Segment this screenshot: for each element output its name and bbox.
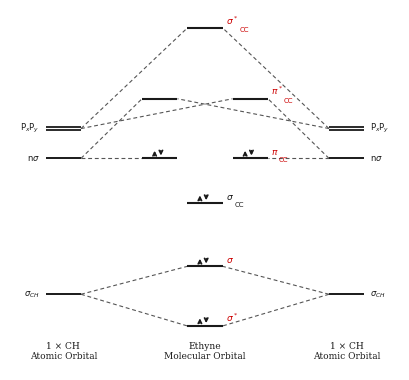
- Text: $\pi$: $\pi$: [270, 148, 278, 157]
- Text: CC: CC: [283, 98, 292, 104]
- Text: Ethyne
Molecular Orbital: Ethyne Molecular Orbital: [164, 342, 245, 361]
- Text: n$\sigma$: n$\sigma$: [27, 154, 40, 163]
- Text: P$_x$P$_y$: P$_x$P$_y$: [20, 122, 40, 135]
- Text: CC: CC: [234, 202, 243, 208]
- Text: P$_x$P$_y$: P$_x$P$_y$: [369, 122, 389, 135]
- Text: $\sigma_{CH}$: $\sigma_{CH}$: [24, 289, 40, 299]
- Text: $\sigma^*$: $\sigma^*$: [225, 14, 238, 27]
- Text: n$\sigma$: n$\sigma$: [369, 154, 382, 163]
- Text: 1 × CH
Atomic Orbital: 1 × CH Atomic Orbital: [29, 342, 97, 361]
- Text: $\sigma$: $\sigma$: [225, 256, 233, 265]
- Text: $\pi^*$: $\pi^*$: [270, 85, 283, 97]
- Text: $\sigma_{CH}$: $\sigma_{CH}$: [369, 289, 385, 299]
- Text: CC: CC: [278, 157, 288, 163]
- Text: $\sigma^*$: $\sigma^*$: [225, 312, 238, 325]
- Text: $\sigma$: $\sigma$: [225, 193, 233, 201]
- Text: 1 × CH
Atomic Orbital: 1 × CH Atomic Orbital: [312, 342, 380, 361]
- Text: CC: CC: [239, 27, 248, 33]
